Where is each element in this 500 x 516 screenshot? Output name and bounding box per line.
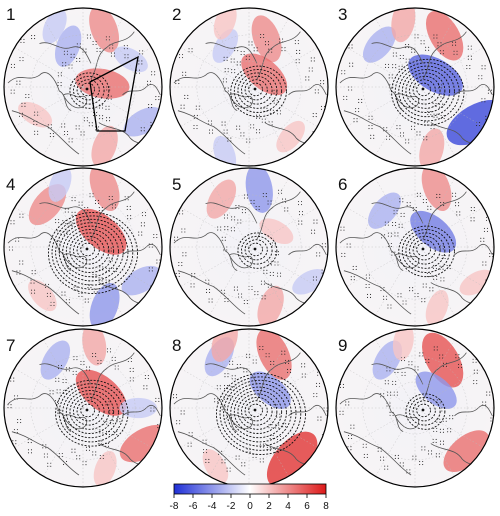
map-border <box>3 328 163 488</box>
pressure-contours <box>69 72 110 109</box>
panel-label: 9 <box>338 336 347 355</box>
anomaly-region <box>425 289 449 326</box>
significance-stippling <box>340 192 494 309</box>
panel-label: 6 <box>338 175 347 194</box>
colorbar-tick-label: 2 <box>266 501 272 512</box>
panel-label: 3 <box>338 5 347 24</box>
anomaly-region <box>42 8 67 44</box>
map-border <box>169 7 329 167</box>
graticule <box>336 168 494 326</box>
map-panel-6: 6 <box>335 167 495 327</box>
colorbar-tick-label: -6 <box>189 501 198 512</box>
pressure-contours <box>230 65 287 118</box>
anomaly-region <box>256 329 292 380</box>
colorbar-tick-label: -2 <box>227 501 236 512</box>
pressure-contours <box>215 373 306 455</box>
significance-stippling <box>339 346 494 474</box>
panel-label: 5 <box>172 175 181 194</box>
colorbar: -8 -6 -4 -2 0 2 4 6 8 <box>170 483 329 512</box>
anomaly-region <box>89 282 120 326</box>
anomaly-region <box>425 10 464 61</box>
map-panel-8: 8 <box>169 328 329 488</box>
map-border <box>169 167 329 327</box>
anomaly-region <box>89 8 120 53</box>
colorbar-tick-label: 0 <box>247 501 253 512</box>
map-panel-1: 1 <box>3 5 163 167</box>
map-border <box>3 7 163 167</box>
region-box <box>89 55 139 132</box>
colorbar-tick-label: 6 <box>304 501 310 512</box>
pressure-contours <box>48 212 138 294</box>
coastlines <box>7 31 161 155</box>
colorbar-tick-label: -8 <box>170 501 179 512</box>
panel-label: 2 <box>172 5 181 24</box>
anomaly-region <box>82 329 107 366</box>
map-panel-4: 4 <box>3 167 163 327</box>
graticule <box>170 168 328 326</box>
panel-grid: 1 2 3 4 5 6 7 8 9 <box>3 5 495 488</box>
anomaly-region <box>249 371 291 409</box>
anomaly-region <box>93 450 117 487</box>
graticule <box>336 8 494 166</box>
anomaly-region <box>276 120 305 153</box>
map-border <box>335 167 495 327</box>
anomaly-region <box>40 340 71 380</box>
anomaly-region <box>245 168 273 213</box>
anomaly-region <box>419 128 445 166</box>
anomaly-region <box>48 168 72 202</box>
anomaly-region <box>251 15 282 63</box>
pressure-contours <box>237 232 278 269</box>
pressure-contours <box>405 393 446 430</box>
map-border <box>3 167 163 327</box>
anomaly-region <box>206 179 237 219</box>
anomaly-region <box>415 371 457 409</box>
pressure-contours <box>55 379 129 447</box>
graticule <box>4 8 162 166</box>
anomaly-region <box>392 329 414 361</box>
panel-label: 1 <box>6 5 15 24</box>
anomaly-region <box>368 192 402 229</box>
map-panel-2: 2 <box>169 5 329 167</box>
anomaly-region <box>421 168 452 212</box>
colorbar-tick-label: 4 <box>285 501 291 512</box>
significance-stippling <box>175 34 326 143</box>
map-border <box>335 328 495 488</box>
significance-stippling <box>8 193 161 306</box>
map-panel-7: 7 <box>3 328 163 488</box>
pressure-contours <box>391 58 465 126</box>
anomaly-region <box>54 25 82 67</box>
anomaly-region <box>266 431 318 487</box>
anomaly-region <box>408 54 463 96</box>
anomaly-region <box>443 430 490 473</box>
pressure-contours <box>398 225 455 278</box>
colorbar-tick-label: -4 <box>208 501 217 512</box>
anomaly-region <box>362 26 396 63</box>
map-border <box>335 7 495 167</box>
graticule <box>336 329 494 487</box>
colorbar-bar <box>173 483 327 495</box>
panel-label: 4 <box>6 175 15 194</box>
panel-label: 8 <box>172 336 181 355</box>
graticule <box>170 8 328 166</box>
colorbar-tick-label: 8 <box>323 501 329 512</box>
panel-label: 7 <box>6 336 15 355</box>
map-panel-5: 5 <box>169 167 329 327</box>
map-panel-3: 3 <box>335 5 495 167</box>
anomaly-region <box>28 279 57 312</box>
anomaly-region <box>119 397 158 419</box>
map-panel-9: 9 <box>335 328 495 488</box>
